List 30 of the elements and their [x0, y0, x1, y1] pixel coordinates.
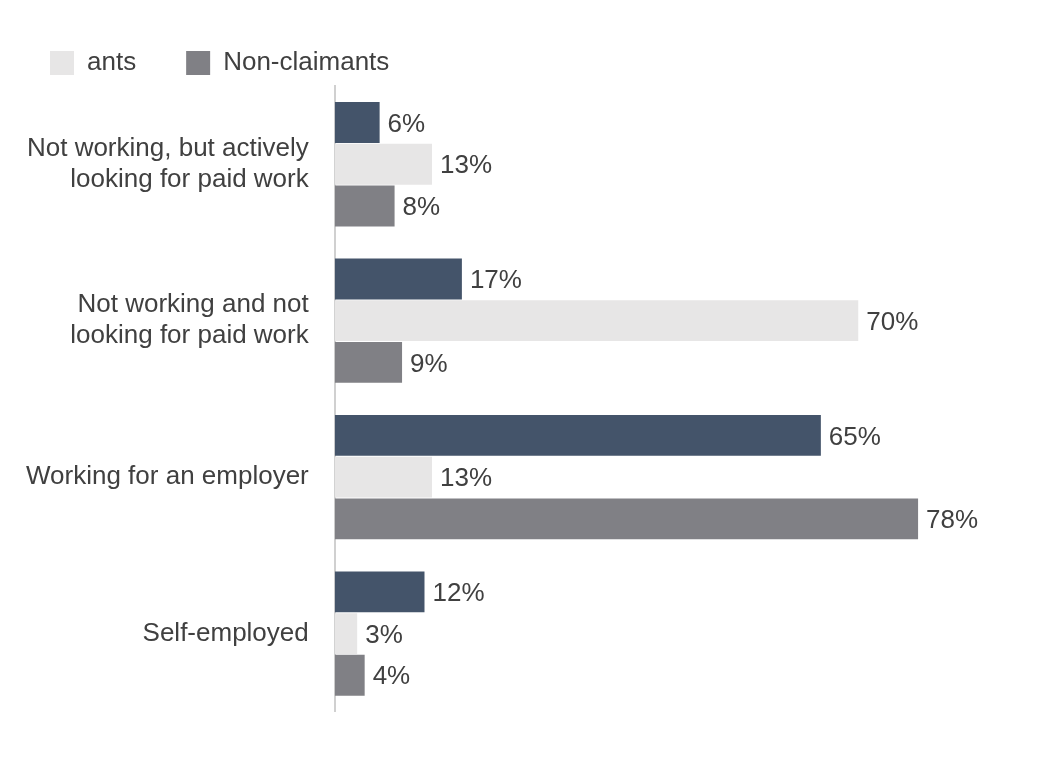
bar — [334, 300, 859, 342]
data-label: 3% — [365, 618, 403, 649]
data-label: 12% — [432, 577, 485, 608]
data-label: 8% — [402, 191, 441, 222]
data-label: 6% — [387, 107, 426, 138]
data-label: 4% — [372, 660, 411, 691]
data-label: 65% — [828, 420, 881, 451]
legend-label: ants — [87, 46, 137, 77]
y-tick-label: Self-employed — [142, 616, 309, 647]
bar — [334, 654, 365, 696]
bar — [334, 102, 380, 143]
bar — [334, 341, 403, 383]
y-tick-label: Not working, but actively looking for paid work — [26, 131, 310, 193]
bar — [334, 258, 462, 300]
bar — [334, 613, 358, 655]
bar — [334, 185, 395, 227]
data-label: 70% — [866, 305, 919, 336]
y-tick-label: Working for an employer — [26, 460, 310, 491]
bar — [334, 456, 432, 498]
data-label: 78% — [926, 504, 979, 535]
y-tick-label: Not working and not looking for paid work — [70, 288, 310, 350]
data-label: 13% — [439, 462, 493, 493]
bar — [334, 498, 919, 540]
bar — [334, 571, 425, 613]
data-label: 17% — [469, 264, 522, 295]
bar — [334, 414, 821, 456]
legend-label: Non-claimants — [223, 46, 390, 77]
bar — [334, 143, 432, 185]
data-label: 13% — [439, 149, 493, 180]
data-label: 9% — [410, 347, 448, 378]
